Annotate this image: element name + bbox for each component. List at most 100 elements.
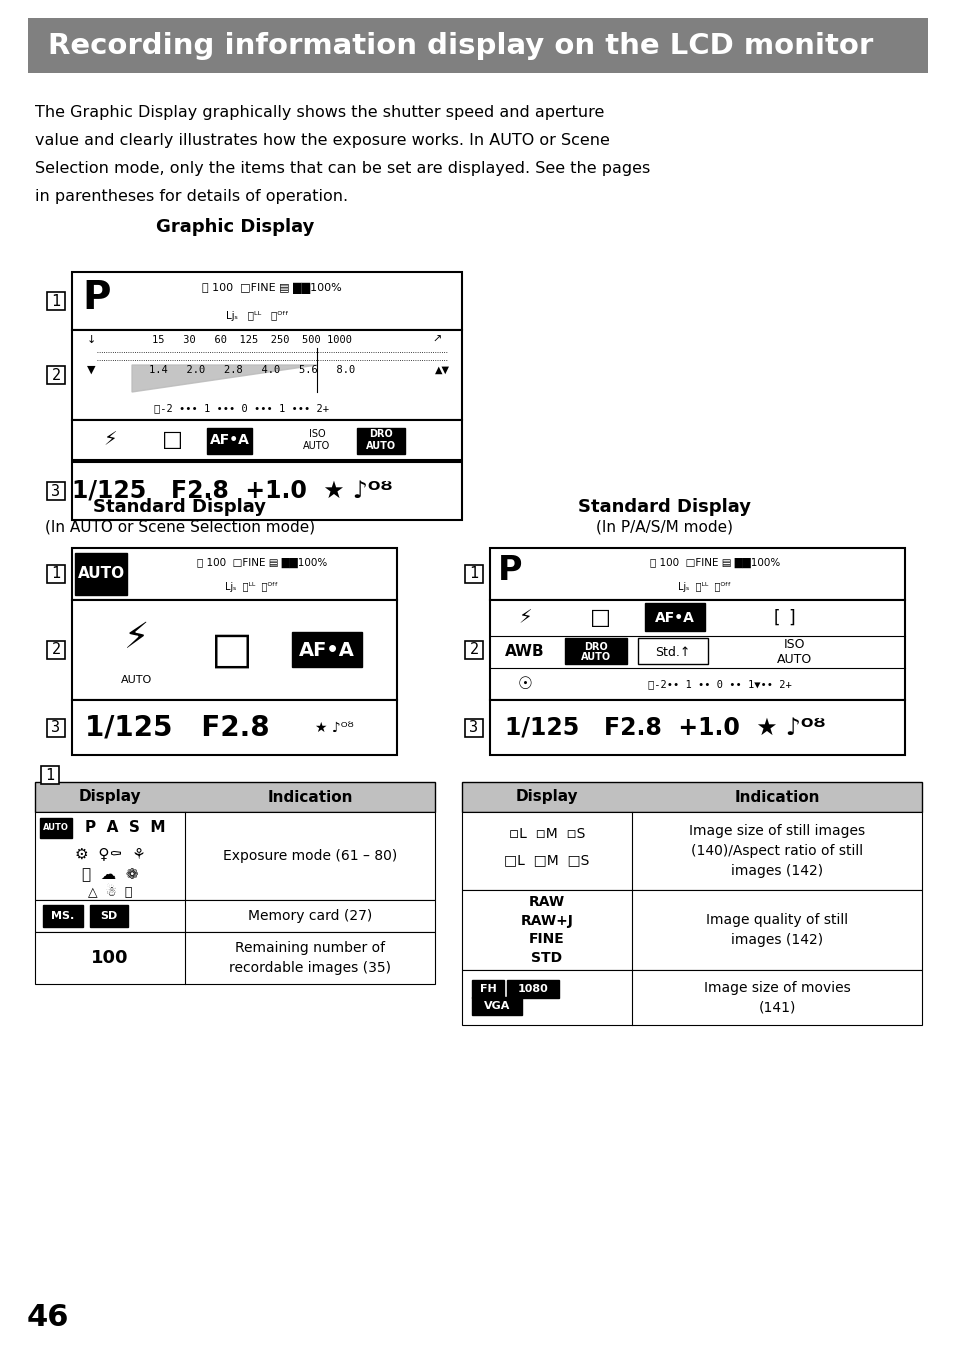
Text: (In AUTO or Scene Selection mode): (In AUTO or Scene Selection mode) xyxy=(45,519,314,534)
Bar xyxy=(490,600,904,699)
Bar xyxy=(461,890,921,970)
Bar xyxy=(71,547,396,600)
Text: 1: 1 xyxy=(469,566,478,581)
Bar xyxy=(47,565,65,582)
Text: MS.: MS. xyxy=(51,911,74,921)
Text: AF•A: AF•A xyxy=(298,640,355,659)
Text: [  ]: [ ] xyxy=(774,609,795,627)
Text: Image quality of still
images (142): Image quality of still images (142) xyxy=(705,913,847,947)
Bar xyxy=(35,932,435,985)
Text: ⚡: ⚡ xyxy=(124,621,150,655)
Text: Standard Display: Standard Display xyxy=(93,498,266,516)
Text: DRO
AUTO: DRO AUTO xyxy=(580,642,611,662)
Text: 1: 1 xyxy=(46,768,54,783)
Text: ㏄ 100  □FINE ▤ ██100%: ㏄ 100 □FINE ▤ ██100% xyxy=(196,558,327,568)
Text: Display: Display xyxy=(516,790,578,804)
Text: Recording information display on the LCD monitor: Recording information display on the LCD… xyxy=(48,31,872,59)
Text: Indication: Indication xyxy=(267,790,353,804)
Bar xyxy=(71,420,461,460)
Bar xyxy=(35,812,435,900)
Text: RAW
RAW+J
FINE
STD: RAW RAW+J FINE STD xyxy=(520,896,573,964)
Bar xyxy=(506,981,558,998)
Text: △  ☃  ⛅: △ ☃ ⛅ xyxy=(88,885,132,900)
Text: □: □ xyxy=(161,430,182,451)
Text: □: □ xyxy=(589,608,610,628)
Bar xyxy=(47,292,65,309)
Text: ⚡: ⚡ xyxy=(103,430,117,449)
Text: (In P/A/S/M mode): (In P/A/S/M mode) xyxy=(596,519,733,534)
Bar xyxy=(71,699,396,755)
Text: 1/125   F2.8  +1.0  ★ ♪ᴼᴽ: 1/125 F2.8 +1.0 ★ ♪ᴼᴽ xyxy=(504,716,824,740)
Bar xyxy=(90,905,128,927)
Text: □L  □M  □S: □L □M □S xyxy=(504,853,589,868)
Bar xyxy=(472,981,503,998)
Bar xyxy=(47,642,65,659)
Text: Std.↑: Std.↑ xyxy=(655,646,690,659)
Bar xyxy=(644,603,704,631)
Text: □: □ xyxy=(211,628,253,671)
Bar xyxy=(35,900,435,932)
Bar xyxy=(71,330,461,420)
Text: AUTO: AUTO xyxy=(121,675,152,685)
Bar xyxy=(472,997,521,1015)
Text: The Graphic Display graphically shows the shutter speed and aperture: The Graphic Display graphically shows th… xyxy=(35,105,604,120)
Text: ǈₛ  Ⓛᴸᴸ  ✨ᴼᶠᶠ: ǈₛ Ⓛᴸᴸ ✨ᴼᶠᶠ xyxy=(678,582,731,592)
Text: P: P xyxy=(83,278,112,317)
Bar xyxy=(71,461,461,521)
Text: 1/125   F2.8  +1.0  ★ ♪ᴼᴽ: 1/125 F2.8 +1.0 ★ ♪ᴼᴽ xyxy=(71,479,392,503)
Text: ⧨-2•• 1 •• 0 •• 1▼•• 2+: ⧨-2•• 1 •• 0 •• 1▼•• 2+ xyxy=(647,679,791,689)
Bar xyxy=(356,428,405,455)
Text: AF•A: AF•A xyxy=(210,433,250,447)
Bar xyxy=(564,638,626,664)
Text: 1080: 1080 xyxy=(517,985,548,994)
Text: ㏄ 100  □FINE ▤ ██100%: ㏄ 100 □FINE ▤ ██100% xyxy=(202,282,341,293)
Bar xyxy=(490,547,904,600)
Bar xyxy=(43,905,83,927)
Text: Display: Display xyxy=(78,790,141,804)
Bar xyxy=(71,600,396,699)
Text: FH: FH xyxy=(479,985,496,994)
Bar xyxy=(638,638,707,664)
Text: Standard Display: Standard Display xyxy=(578,498,751,516)
Bar xyxy=(461,812,921,890)
Text: Memory card (27): Memory card (27) xyxy=(248,909,372,923)
Text: AUTO: AUTO xyxy=(77,566,125,581)
Text: 46: 46 xyxy=(27,1302,70,1332)
Text: DRO
AUTO: DRO AUTO xyxy=(366,429,395,451)
Text: ◽L  ◽M  ◽S: ◽L ◽M ◽S xyxy=(508,827,584,841)
Text: in parentheses for details of operation.: in parentheses for details of operation. xyxy=(35,190,348,204)
Text: 1: 1 xyxy=(51,566,60,581)
Text: 1: 1 xyxy=(51,293,60,308)
Text: ǈₛ   Ⓛᴸᴸ   ✨ᴼᶠᶠ: ǈₛ Ⓛᴸᴸ ✨ᴼᶠᶠ xyxy=(226,311,288,321)
Text: 15   30   60  125  250  500 1000: 15 30 60 125 250 500 1000 xyxy=(152,335,352,346)
Text: ISO
AUTO: ISO AUTO xyxy=(777,638,812,666)
Text: AWB: AWB xyxy=(505,644,544,659)
Text: Image size of movies
(141): Image size of movies (141) xyxy=(703,981,849,1014)
Text: 3: 3 xyxy=(469,720,478,734)
Text: ↓: ↓ xyxy=(87,335,96,346)
Text: ▲▼: ▲▼ xyxy=(434,364,449,375)
Text: 2: 2 xyxy=(51,367,60,382)
Bar xyxy=(35,781,435,812)
Text: Indication: Indication xyxy=(734,790,819,804)
Text: P  A  S  M: P A S M xyxy=(85,820,165,835)
Bar xyxy=(71,272,461,330)
Bar xyxy=(47,718,65,737)
Text: ㏄ 100  □FINE ▤ ██100%: ㏄ 100 □FINE ▤ ██100% xyxy=(649,558,780,568)
Text: SD: SD xyxy=(100,911,117,921)
Bar xyxy=(28,17,927,73)
Bar xyxy=(75,553,127,594)
Text: ⚙  ♀⚰  ⚘: ⚙ ♀⚰ ⚘ xyxy=(74,846,145,862)
Bar xyxy=(490,699,904,755)
Bar xyxy=(461,781,921,812)
Text: value and clearly illustrates how the exposure works. In AUTO or Scene: value and clearly illustrates how the ex… xyxy=(35,133,609,148)
Polygon shape xyxy=(132,364,316,391)
Bar xyxy=(292,632,361,667)
Bar xyxy=(41,767,59,784)
Text: 3: 3 xyxy=(51,483,60,499)
Text: P: P xyxy=(497,554,521,588)
Text: Selection mode, only the items that can be set are displayed. See the pages: Selection mode, only the items that can … xyxy=(35,161,650,176)
Text: 1/125   F2.8: 1/125 F2.8 xyxy=(85,713,269,741)
Text: Graphic Display: Graphic Display xyxy=(155,218,314,235)
Bar xyxy=(464,642,482,659)
